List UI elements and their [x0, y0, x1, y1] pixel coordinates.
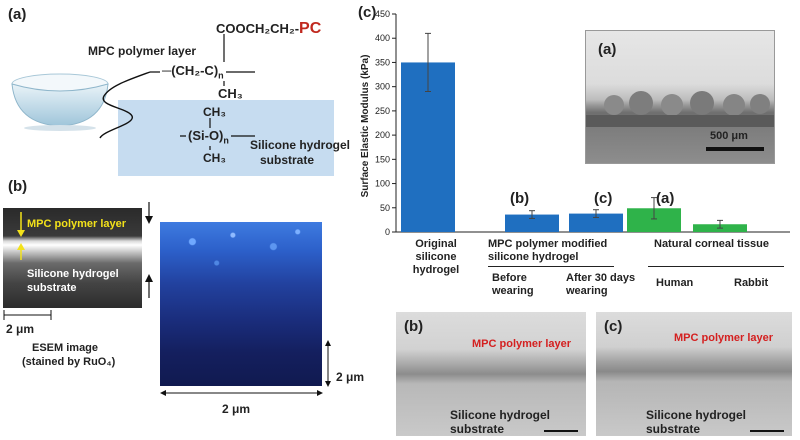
- si-ch3-bottom: CH₃: [203, 151, 226, 165]
- cat-before-line1: Before: [492, 272, 527, 284]
- esem-caption-line1: ESEM image: [32, 342, 99, 354]
- group-mpc-label: MPC polymer modified silicone hydrogel: [488, 238, 607, 264]
- map-horizontal-scale-text: 2 μm: [222, 402, 251, 416]
- esem-caption-line2: (stained by RuO₄): [22, 356, 116, 368]
- cat-human: Human: [656, 277, 694, 289]
- y-axis-label: Surface Elastic Modulus (kPa): [360, 55, 371, 198]
- inset-texture: [586, 91, 774, 127]
- group-natural-label: Natural corneal tissue: [654, 238, 769, 250]
- group-mpc-line1: MPC polymer modified: [488, 238, 608, 250]
- y-tick-label: 250: [375, 106, 390, 116]
- micrograph-b-scale: [544, 430, 578, 432]
- y-tick-label: 150: [375, 154, 390, 164]
- panel-a-label: (a): [8, 6, 27, 23]
- cat-original-line2: silicone: [415, 251, 457, 263]
- micrograph-c-sub2: substrate: [646, 422, 701, 436]
- elastic-modulus-chart: Surface Elastic Modulus (kPa) 0 50 100 150 2…: [360, 9, 790, 237]
- cooch-formula: COOCH₂CH₂-PC: [216, 20, 321, 38]
- cat-rabbit: Rabbit: [734, 277, 769, 289]
- micrograph-c: (c) MPC polymer layer Silicone hydrogel …: [596, 312, 792, 436]
- si-o-formula: (Si-O)n: [186, 128, 231, 146]
- group-mpc-line2: silicone hydrogel: [488, 251, 579, 263]
- cat-before: Before wearing: [492, 272, 534, 298]
- group-natural-underline: [648, 266, 784, 267]
- sem-cross-section-image: MPC polymer layer Silicone hydrogel subs…: [3, 208, 142, 308]
- micrograph-b-label: (b): [404, 318, 424, 335]
- micrograph-b: (b) MPC polymer layer Silicone hydrogel …: [396, 312, 586, 436]
- si-ch3-top: CH₃: [203, 105, 226, 119]
- micrograph-b-sub2: substrate: [450, 422, 505, 436]
- y-tick-label: 400: [375, 33, 390, 43]
- backbone-ch3: CH₃: [218, 86, 243, 101]
- y-tick-label: 450: [375, 9, 390, 19]
- cat-original: Original silicone hydrogel: [396, 238, 476, 277]
- bar-tag-b: (b): [510, 190, 530, 207]
- micrograph-b-sub1: Silicone hydrogel: [450, 408, 551, 422]
- map-vertical-scale-text: 2 μm: [336, 370, 365, 384]
- micrograph-c-sub1: Silicone hydrogel: [646, 408, 747, 422]
- sem-black-arrows: [145, 202, 153, 298]
- y-tick-label: 350: [375, 57, 390, 67]
- bar: [505, 214, 559, 232]
- y-tick-label: 200: [375, 130, 390, 140]
- sem-scale-text: 2 μm: [6, 322, 35, 336]
- map-vertical-scale: [325, 340, 331, 387]
- cat-after: After 30 days wearing: [566, 272, 635, 298]
- micrograph-c-scale: [750, 430, 784, 432]
- y-tick-label: 300: [375, 82, 390, 92]
- y-tick-label: 100: [375, 179, 390, 189]
- micrograph-c-label: (c): [604, 318, 623, 335]
- backbone-open: ─(: [162, 63, 176, 78]
- cat-after-line1: After 30 days: [566, 272, 636, 284]
- sem-mpc-label: MPC polymer layer: [27, 218, 127, 230]
- cat-original-line3: hydrogel: [412, 264, 460, 276]
- cat-before-line2: wearing: [492, 285, 534, 297]
- y-tick-label: 50: [380, 203, 390, 213]
- micrograph-b-mpc: MPC polymer layer: [472, 338, 572, 350]
- backbone-n: n: [218, 70, 224, 81]
- map-horizontal-scale: [160, 390, 323, 396]
- sem-yellow-arrows: [17, 212, 25, 260]
- bar: [569, 213, 623, 232]
- sem-substrate-line2: substrate: [27, 282, 77, 294]
- inset-a-label: (a): [598, 41, 617, 58]
- backbone-close: ): [213, 63, 219, 78]
- panel-b-label: (b): [8, 178, 28, 195]
- bar-tag-c: (c): [594, 190, 613, 207]
- cooch-text: COOCH₂CH₂-: [216, 21, 300, 36]
- bar-tag-a: (a): [656, 190, 675, 207]
- bar: [627, 208, 681, 232]
- si-o-main: (Si-O): [188, 128, 224, 143]
- cat-after-line2: wearing: [566, 285, 608, 297]
- mpc-polymer-layer-label: MPC polymer layer: [88, 44, 197, 58]
- backbone-formula: ─(CH₂-C)n: [160, 63, 226, 81]
- sem-scale-bar: [3, 310, 52, 320]
- substrate-label-line2: substrate: [260, 153, 315, 167]
- bars-group: [401, 32, 747, 232]
- micrograph-c-mpc: MPC polymer layer: [674, 332, 774, 344]
- si-n: n: [223, 135, 229, 146]
- elemental-mapping-image: [160, 222, 322, 386]
- inset-scale-text: 500 μm: [710, 130, 748, 142]
- inset-scale-bar: [706, 147, 764, 151]
- cat-original-line1: Original: [415, 238, 457, 250]
- backbone-main: CH₂-C: [175, 63, 214, 78]
- substrate-label-line1: Silicone hydrogel: [250, 138, 351, 152]
- sem-substrate-line1: Silicone hydrogel: [27, 268, 119, 280]
- inset-micrograph-a: (a) 500 μm: [585, 30, 775, 164]
- contact-lens-illustration: [11, 73, 109, 131]
- panel-c-label: (c): [358, 4, 377, 21]
- pc-group: PC: [299, 20, 322, 37]
- group-mpc-underline: [488, 266, 614, 267]
- y-tick-label: 0: [385, 227, 390, 237]
